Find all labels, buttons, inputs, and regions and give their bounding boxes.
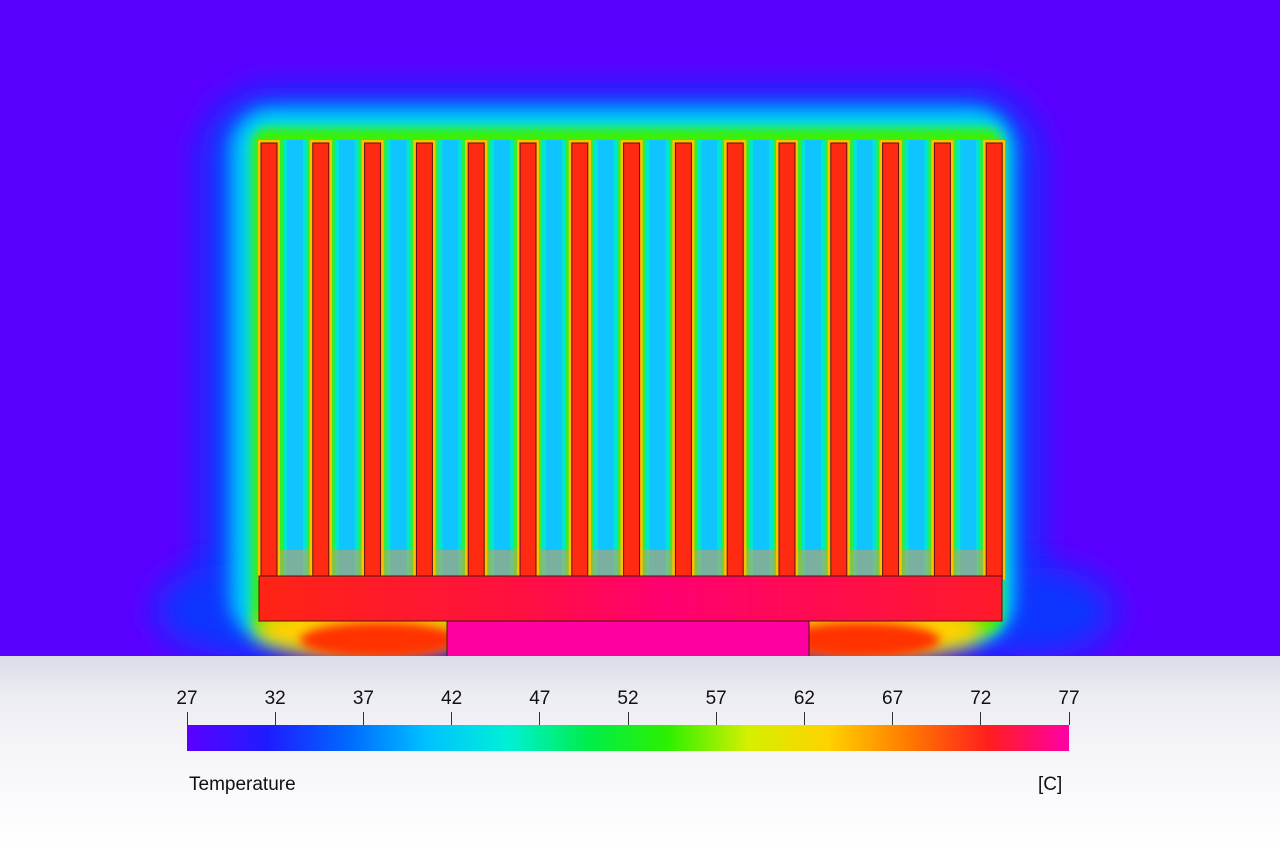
- colorbar-tick-mark: [362, 712, 364, 725]
- gap-bottom-heat: [693, 550, 726, 578]
- colorbar-tick-label: 47: [529, 688, 551, 709]
- gap-bottom-heat: [330, 550, 363, 578]
- heatsink-fin: [778, 142, 796, 581]
- gap-air-core: [960, 140, 977, 580]
- colorbar-tick-label: 72: [970, 688, 992, 709]
- colorbar-tick-mark: [274, 712, 276, 725]
- gap-bottom-heat: [382, 550, 415, 578]
- gap-bottom-heat: [538, 550, 570, 578]
- heatsink-fin: [985, 142, 1003, 581]
- heatsink-fin: [674, 142, 692, 581]
- gap-air-core: [494, 140, 510, 580]
- gap-air-core: [908, 140, 925, 580]
- heatsink-fin: [519, 142, 537, 581]
- heatsink-fin: [571, 142, 589, 581]
- colorbar-tick-label: 77: [1058, 688, 1080, 709]
- colorbar-tick-label: 67: [882, 688, 904, 709]
- fin-gap-air: [277, 140, 987, 580]
- heatsink-fin: [623, 142, 641, 581]
- colorbar-tick-mark: [627, 712, 629, 725]
- gap-bottom-heat: [486, 550, 518, 578]
- left-hot-plume: [300, 622, 460, 658]
- gap-air-core: [390, 140, 407, 580]
- gap-air-core: [805, 140, 821, 580]
- colorbar-tick-mark: [803, 712, 805, 725]
- heatsink-fin: [260, 142, 278, 581]
- gap-bottom-heat: [952, 550, 985, 578]
- heatsink-fin: [467, 142, 485, 581]
- temperature-colorbar: [187, 725, 1069, 751]
- heatsink-base: [258, 575, 1003, 622]
- gap-bottom-heat: [589, 550, 622, 578]
- legend-unit: [C]: [1038, 774, 1063, 795]
- temperature-contour-plot: [0, 0, 1280, 658]
- heatsink-fin: [364, 142, 382, 581]
- heatsink-fin: [830, 142, 848, 581]
- colorbar-tick-label: 52: [617, 688, 639, 709]
- gap-bottom-heat: [434, 550, 467, 578]
- gap-air-core: [442, 140, 459, 580]
- heat-source: [446, 620, 810, 658]
- colorbar-tick-mark: [980, 712, 982, 725]
- gap-bottom-heat: [279, 550, 311, 578]
- colorbar-tick-label: 27: [176, 688, 198, 709]
- gap-bottom-heat: [797, 550, 829, 578]
- heatsink-fin: [726, 142, 744, 581]
- heatsink-fin: [415, 142, 433, 581]
- colorbar-tick-mark: [1068, 712, 1070, 725]
- colorbar-tick-mark: [186, 712, 188, 725]
- gap-air-core: [546, 140, 562, 580]
- colorbar-tick-mark: [539, 712, 541, 725]
- gap-air-core: [338, 140, 355, 580]
- colorbar-tick-label: 57: [705, 688, 727, 709]
- colorbar-tick-label: 62: [793, 688, 815, 709]
- colorbar-tick-label: 32: [264, 688, 286, 709]
- heatsink-fin: [312, 142, 330, 581]
- gap-air-core: [856, 140, 873, 580]
- colorbar-tick-mark: [451, 712, 453, 725]
- gap-bottom-heat: [900, 550, 933, 578]
- heatsink-fin: [933, 142, 951, 581]
- colorbar-tick-mark: [715, 712, 717, 725]
- gap-air-core: [701, 140, 718, 580]
- gap-bottom-heat: [641, 550, 674, 578]
- heatsink-fin: [882, 142, 900, 581]
- gap-bottom-heat: [745, 550, 777, 578]
- right-hot-plume: [780, 622, 940, 658]
- gap-air-core: [597, 140, 614, 580]
- gap-air-core: [287, 140, 303, 580]
- gap-air-core: [649, 140, 666, 580]
- colorbar-tick-label: 42: [441, 688, 463, 709]
- gap-bottom-heat: [848, 550, 881, 578]
- colorbar-tick-mark: [892, 712, 894, 725]
- heatsink-fins: [258, 140, 1006, 581]
- colorbar-tick-label: 37: [352, 688, 374, 709]
- gap-air-core: [753, 140, 769, 580]
- legend-panel: [0, 656, 1280, 853]
- legend-title: Temperature: [189, 774, 296, 795]
